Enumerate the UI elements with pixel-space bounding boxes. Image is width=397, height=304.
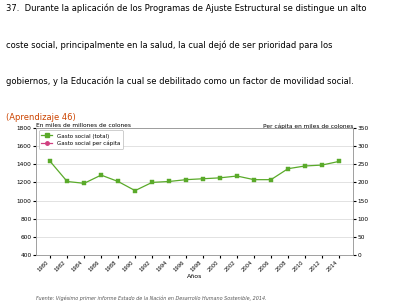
Text: coste social, principalmente en la salud, la cual dejó de ser prioridad para los: coste social, principalmente en la salud… (6, 40, 332, 50)
X-axis label: Años: Años (187, 274, 202, 279)
Text: En miles de millones de colones: En miles de millones de colones (36, 123, 131, 128)
Text: 37.  Durante la aplicación de los Programas de Ajuste Estructural se distingue u: 37. Durante la aplicación de los Program… (6, 4, 366, 13)
Text: gobiernos, y la Educación la cual se debilitado como un factor de movilidad soci: gobiernos, y la Educación la cual se deb… (6, 77, 354, 86)
Text: Evolución de la inversión social pública, 1980-2014: Evolución de la inversión social pública… (106, 110, 291, 118)
Text: Per cápita en miles de colones: Per cápita en miles de colones (263, 123, 353, 129)
Text: (Aprendizaje 46): (Aprendizaje 46) (6, 113, 76, 122)
Legend: Gasto social (total), Gasto social per cápita: Gasto social (total), Gasto social per c… (39, 130, 123, 149)
Text: Fuente: Vigésimo primer informe Estado de la Nación en Desarrollo Humano Sosteni: Fuente: Vigésimo primer informe Estado d… (36, 295, 266, 301)
